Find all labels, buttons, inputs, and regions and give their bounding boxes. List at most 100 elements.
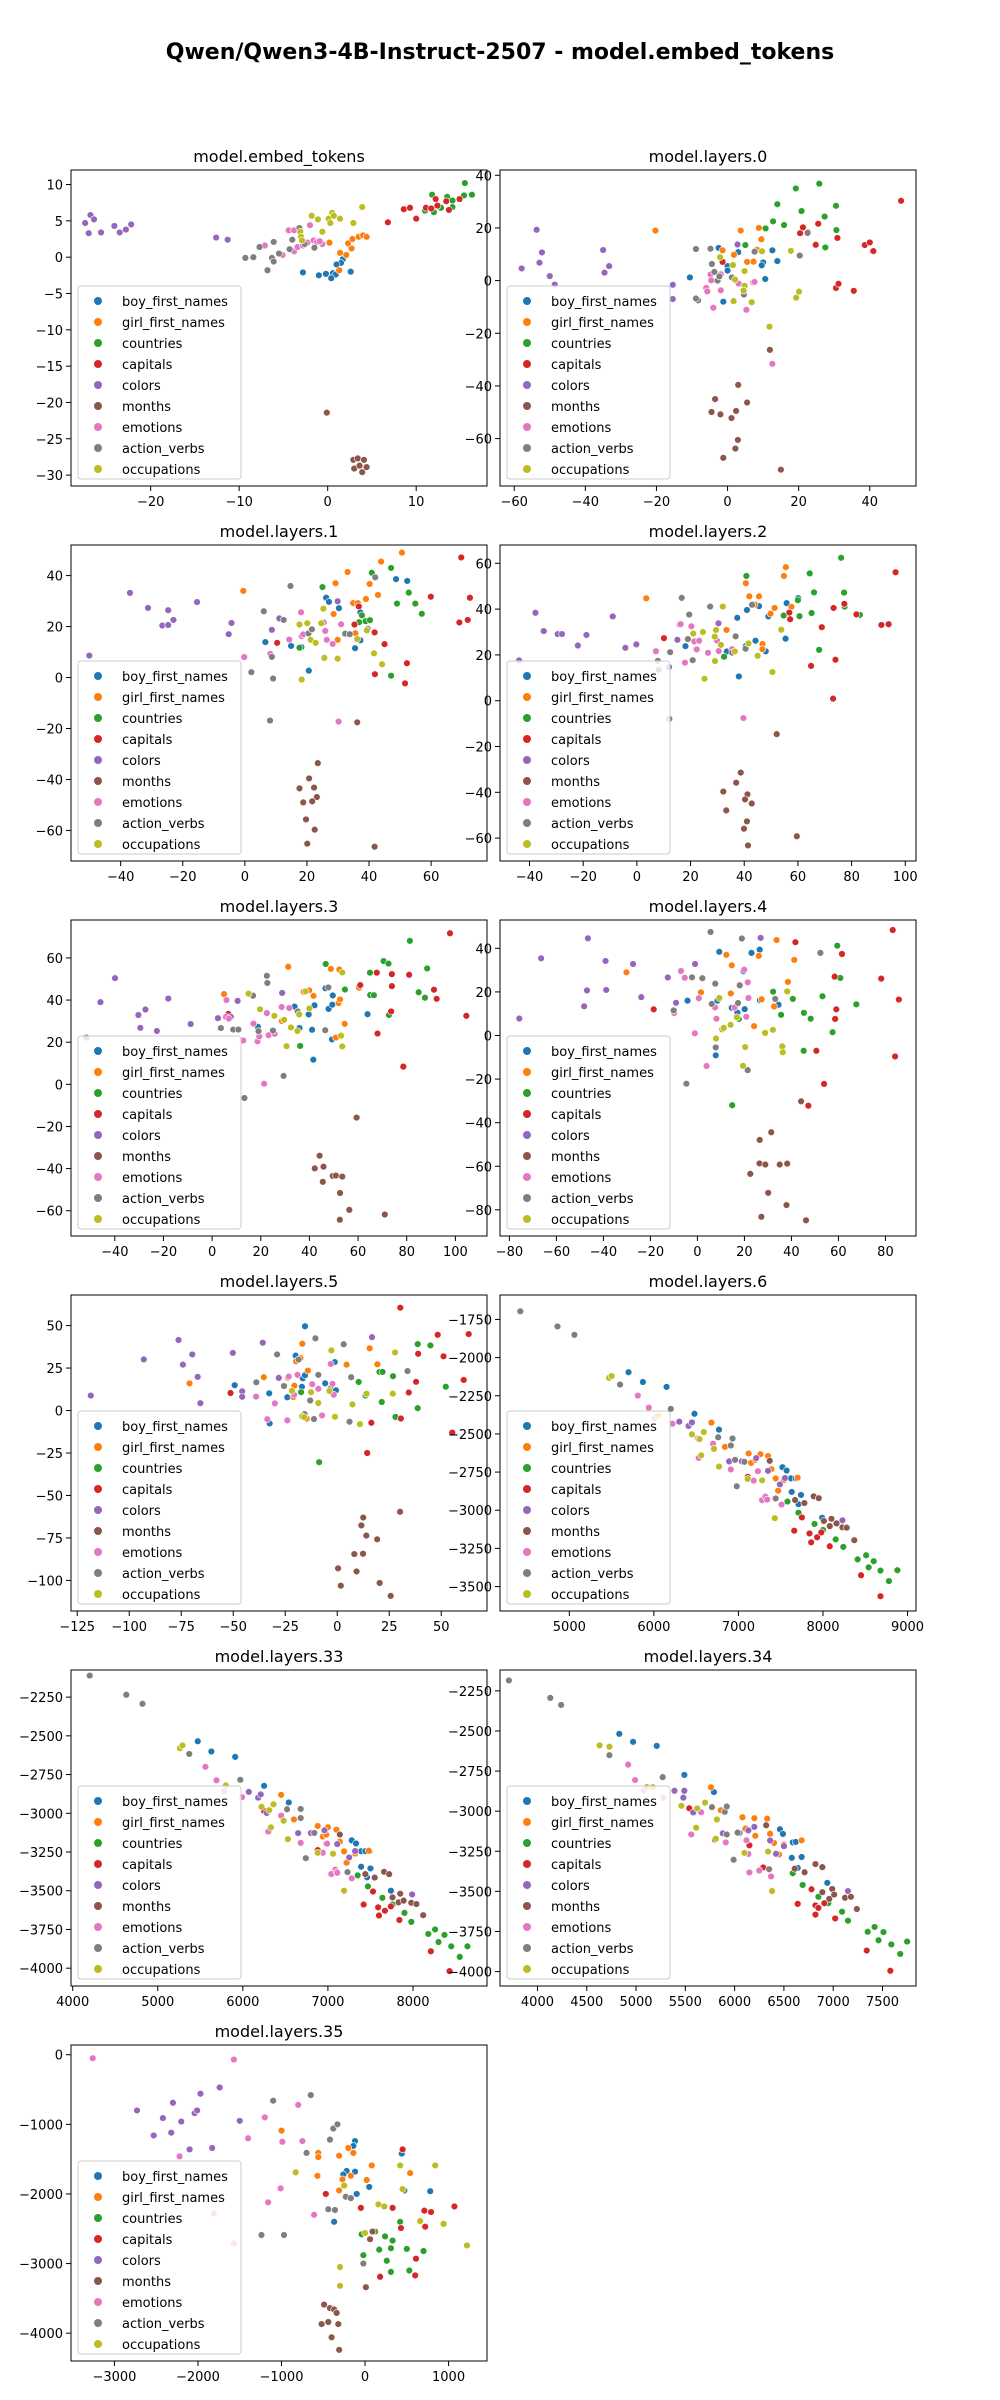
legend-marker-occupations [523, 1215, 531, 1223]
legend-box [506, 660, 671, 855]
point-emotions [230, 2055, 238, 2064]
point-countries [810, 588, 818, 597]
legend-marker-countries [94, 1089, 102, 1097]
point-action-verbs [333, 2120, 342, 2129]
point-months [337, 1581, 345, 1590]
subplot-model-layers-4: model.layers.4 −80 −60 −40 −20 0 20 40 60 80 40 20 0… [465, 897, 917, 1260]
point-months [308, 797, 316, 806]
point-girl-first-names [349, 2149, 358, 2157]
point-action-verbs [294, 1355, 303, 1364]
legend-label: months [122, 1525, 171, 1540]
point-months [354, 454, 362, 463]
point-action-verbs [279, 616, 288, 624]
legend-label: girl_first_names [551, 1066, 654, 1081]
point-occupations [361, 2229, 369, 2237]
point-countries [434, 1938, 443, 1946]
point-occupations [711, 632, 719, 641]
point-girl-first-names [622, 968, 631, 977]
point-countries [370, 991, 378, 999]
point-months [319, 1178, 327, 1186]
y-tick-label: −30 [36, 469, 63, 484]
y-tick-label: 0 [484, 1030, 492, 1045]
point-girl-first-names [344, 239, 352, 248]
point-girl-first-names [338, 2175, 347, 2184]
point-colors [680, 1787, 689, 1795]
point-countries [405, 588, 413, 597]
point-capitals [876, 1592, 885, 1600]
point-months [757, 1213, 766, 1221]
legend-marker-colors [94, 1506, 102, 1514]
point-girl-first-names [751, 1832, 760, 1840]
point-occupations [326, 219, 335, 227]
point-occupations [396, 2161, 404, 2170]
legend-marker-colors [94, 2256, 102, 2264]
point-boy-first-names [756, 945, 764, 954]
point-action-verbs [723, 1802, 731, 1811]
point-girl-first-names [766, 1830, 774, 1838]
point-months [762, 1821, 770, 1829]
legend-label: occupations [122, 1588, 201, 1603]
point-occupations [318, 228, 327, 236]
legend-label: emotions [122, 796, 183, 811]
x-tick-label: 20 [682, 870, 699, 885]
legend-marker-occupations [523, 465, 531, 473]
point-occupations [739, 286, 748, 295]
legend-label: occupations [551, 1963, 630, 1978]
x-tick-label: 0 [208, 1245, 216, 1260]
point-action-verbs [403, 1367, 412, 1375]
point-colors [87, 1391, 95, 1400]
point-capitals [813, 1533, 821, 1541]
y-tick-label: −3750 [448, 1925, 492, 1940]
point-girl-first-names [707, 1783, 715, 1791]
y-tick-label: −75 [36, 1532, 63, 1547]
point-colors [679, 1793, 688, 1802]
point-capitals [403, 659, 411, 667]
point-emotions [277, 1003, 286, 1011]
legend-label: colors [122, 1129, 161, 1144]
legend-label: occupations [122, 463, 201, 478]
point-action-verbs [667, 1405, 675, 1413]
point-occupations [712, 1835, 720, 1843]
point-colors [208, 2144, 216, 2152]
legend-label: girl_first_names [551, 1441, 654, 1456]
point-countries [366, 616, 374, 624]
y-tick-label: −50 [36, 1489, 63, 1504]
point-months [811, 1860, 820, 1868]
legend-marker-girl-first-names [523, 318, 531, 326]
point-months [853, 1905, 861, 1913]
legend-marker-countries [94, 714, 102, 722]
point-action-verbs [684, 635, 692, 643]
point-countries [418, 610, 426, 618]
point-action-verbs [122, 1691, 130, 1699]
point-colors [320, 1826, 329, 1835]
point-countries [798, 1881, 807, 1889]
point-boy-first-names [686, 273, 694, 282]
point-occupations [303, 619, 311, 627]
point-occupations [292, 2168, 300, 2177]
point-girl-first-names [365, 580, 374, 588]
x-tick-label: 20 [790, 495, 807, 510]
point-occupations [391, 1348, 399, 1357]
y-tick-label: −40 [36, 773, 63, 788]
point-occupations [295, 1010, 303, 1019]
point-capitals [226, 1389, 235, 1397]
point-occupations [744, 639, 753, 648]
legend-marker-girl-first-names [523, 1443, 531, 1451]
point-countries [414, 988, 423, 996]
point-emotions [348, 1874, 356, 1883]
point-girl-first-names [707, 1418, 716, 1427]
subplot-title: model.layers.35 [215, 2022, 344, 2041]
y-tick-label: −2000 [448, 1352, 492, 1367]
y-tick-label: 60 [475, 557, 492, 572]
point-capitals [834, 280, 843, 288]
point-capitals [820, 1080, 828, 1088]
point-action-verbs [331, 2206, 339, 2214]
point-occupations [256, 1005, 264, 1014]
legend-marker-capitals [523, 1485, 531, 1493]
legend-marker-girl-first-names [523, 1818, 531, 1826]
point-countries [359, 2251, 368, 2259]
legend-label: capitals [551, 733, 602, 748]
legend-box [506, 1035, 671, 1230]
point-colors [227, 619, 236, 627]
point-boy-first-names [719, 297, 727, 306]
